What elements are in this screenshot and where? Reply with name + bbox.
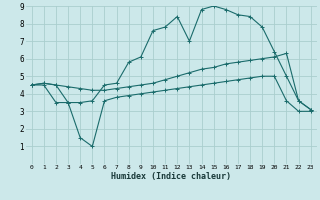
X-axis label: Humidex (Indice chaleur): Humidex (Indice chaleur) bbox=[111, 172, 231, 181]
